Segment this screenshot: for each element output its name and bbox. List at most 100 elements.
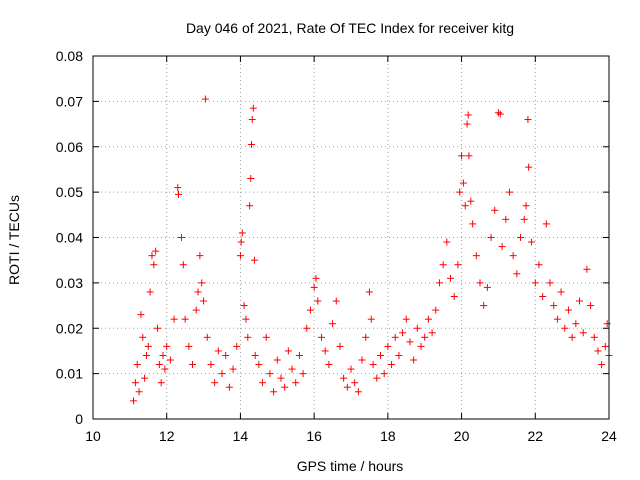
data-point — [244, 333, 252, 341]
data-point — [443, 238, 451, 246]
data-points — [130, 95, 613, 405]
data-point — [192, 306, 200, 314]
data-point — [222, 351, 230, 359]
data-point — [181, 315, 189, 323]
data-point — [410, 356, 418, 364]
data-point — [152, 247, 160, 255]
data-point — [380, 370, 388, 378]
data-point — [255, 361, 263, 369]
data-point — [496, 110, 504, 118]
data-point — [262, 333, 270, 341]
data-point — [343, 383, 351, 391]
data-point — [424, 315, 432, 323]
data-point — [250, 256, 258, 264]
data-point — [550, 302, 558, 310]
data-point — [402, 315, 410, 323]
data-point — [154, 324, 161, 332]
data-point — [135, 388, 143, 396]
data-point — [535, 261, 543, 269]
data-point — [170, 315, 178, 323]
data-point — [358, 356, 366, 364]
data-point — [395, 351, 403, 359]
data-point — [321, 347, 329, 355]
data-point — [458, 152, 466, 160]
plot-frame — [92, 55, 610, 420]
y-tick-label: 0.02 — [56, 320, 83, 336]
data-point — [247, 140, 255, 148]
data-point — [332, 297, 340, 305]
data-point — [166, 356, 174, 364]
data-point — [557, 288, 565, 296]
data-point — [572, 320, 580, 328]
data-point — [218, 370, 226, 378]
data-point — [211, 379, 219, 387]
data-point — [242, 315, 250, 323]
data-point — [240, 302, 248, 310]
data-point — [229, 365, 237, 373]
x-tick-label: 10 — [85, 428, 101, 444]
data-point — [236, 252, 244, 260]
data-point — [601, 342, 609, 350]
data-point — [467, 197, 475, 205]
grid-lines — [93, 56, 609, 419]
data-point — [200, 297, 208, 305]
x-tick-label: 24 — [601, 428, 617, 444]
data-point — [273, 356, 281, 364]
data-point — [480, 302, 488, 310]
data-point — [487, 234, 495, 241]
data-point — [189, 361, 197, 369]
data-point — [483, 283, 491, 291]
data-point — [318, 333, 326, 341]
data-point — [175, 190, 183, 198]
data-point — [432, 306, 440, 314]
data-point — [517, 234, 525, 241]
data-point — [248, 116, 256, 124]
chart-title: Day 046 of 2021, Rate Of TEC Index for r… — [186, 20, 514, 36]
data-point — [522, 202, 530, 210]
data-point — [303, 324, 311, 332]
data-point — [196, 252, 204, 260]
data-point — [520, 215, 528, 223]
data-point — [528, 238, 536, 246]
x-tick-label: 14 — [233, 428, 249, 444]
y-tick-label: 0.04 — [56, 230, 83, 246]
data-point — [299, 370, 307, 378]
data-point — [459, 179, 467, 187]
data-point — [367, 315, 375, 323]
data-point — [251, 351, 259, 359]
data-point — [177, 234, 185, 241]
data-point — [131, 379, 139, 387]
data-point — [310, 283, 318, 291]
data-point — [201, 95, 209, 103]
data-point — [295, 351, 303, 359]
data-point — [476, 279, 484, 287]
data-point — [463, 120, 471, 128]
data-point — [531, 279, 539, 287]
data-point — [312, 274, 320, 282]
data-point — [362, 333, 370, 341]
data-point — [553, 315, 561, 323]
data-point — [159, 351, 167, 359]
data-point — [598, 361, 606, 369]
data-point — [249, 104, 257, 112]
data-point — [502, 215, 510, 223]
data-point — [465, 152, 473, 160]
data-point — [142, 351, 150, 359]
data-point — [163, 342, 171, 350]
data-point — [469, 220, 477, 228]
y-axis-ticks: 0 0.01 0.02 0.03 0.04 0.05 0.06 0.07 0.08 — [56, 48, 609, 427]
data-point — [246, 202, 254, 210]
data-point — [144, 342, 152, 350]
data-point — [179, 261, 187, 269]
data-point — [464, 111, 472, 119]
data-point — [161, 365, 169, 373]
data-point — [329, 320, 337, 328]
data-point — [340, 374, 348, 382]
data-point — [579, 329, 587, 337]
data-point — [413, 324, 421, 332]
data-point — [185, 342, 193, 350]
y-tick-label: 0 — [75, 411, 83, 427]
data-point — [130, 397, 138, 405]
data-point — [281, 383, 289, 391]
data-point — [399, 329, 407, 337]
